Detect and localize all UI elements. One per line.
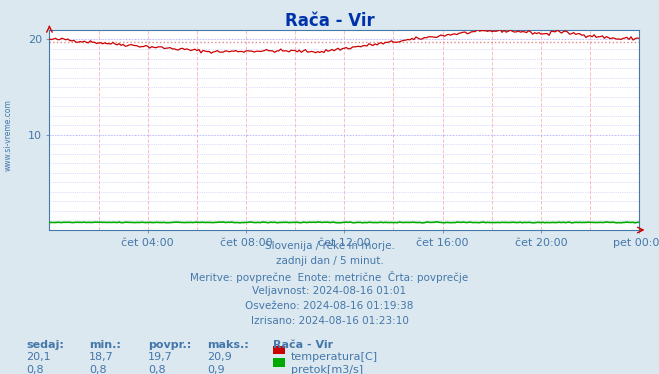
Text: min.:: min.: (89, 340, 121, 350)
Text: maks.:: maks.: (208, 340, 249, 350)
Text: temperatura[C]: temperatura[C] (291, 352, 378, 362)
Text: 20,1: 20,1 (26, 352, 51, 362)
Text: 0,8: 0,8 (26, 365, 44, 374)
Text: 0,8: 0,8 (148, 365, 166, 374)
Text: 0,8: 0,8 (89, 365, 107, 374)
Text: Izrisano: 2024-08-16 01:23:10: Izrisano: 2024-08-16 01:23:10 (250, 316, 409, 326)
Text: Veljavnost: 2024-08-16 01:01: Veljavnost: 2024-08-16 01:01 (252, 286, 407, 296)
Text: www.si-vreme.com: www.si-vreme.com (4, 99, 13, 171)
Text: 18,7: 18,7 (89, 352, 114, 362)
Text: 20,9: 20,9 (208, 352, 233, 362)
Text: Meritve: povprečne  Enote: metrične  Črta: povprečje: Meritve: povprečne Enote: metrične Črta:… (190, 271, 469, 283)
Text: 0,9: 0,9 (208, 365, 225, 374)
Text: Slovenija / reke in morje.: Slovenija / reke in morje. (264, 241, 395, 251)
Text: pretok[m3/s]: pretok[m3/s] (291, 365, 362, 374)
Text: Rača - Vir: Rača - Vir (285, 12, 374, 30)
Text: sedaj:: sedaj: (26, 340, 64, 350)
Text: 19,7: 19,7 (148, 352, 173, 362)
Text: Rača - Vir: Rača - Vir (273, 340, 333, 350)
Text: zadnji dan / 5 minut.: zadnji dan / 5 minut. (275, 256, 384, 266)
Text: povpr.:: povpr.: (148, 340, 192, 350)
Text: Osveženo: 2024-08-16 01:19:38: Osveženo: 2024-08-16 01:19:38 (245, 301, 414, 311)
